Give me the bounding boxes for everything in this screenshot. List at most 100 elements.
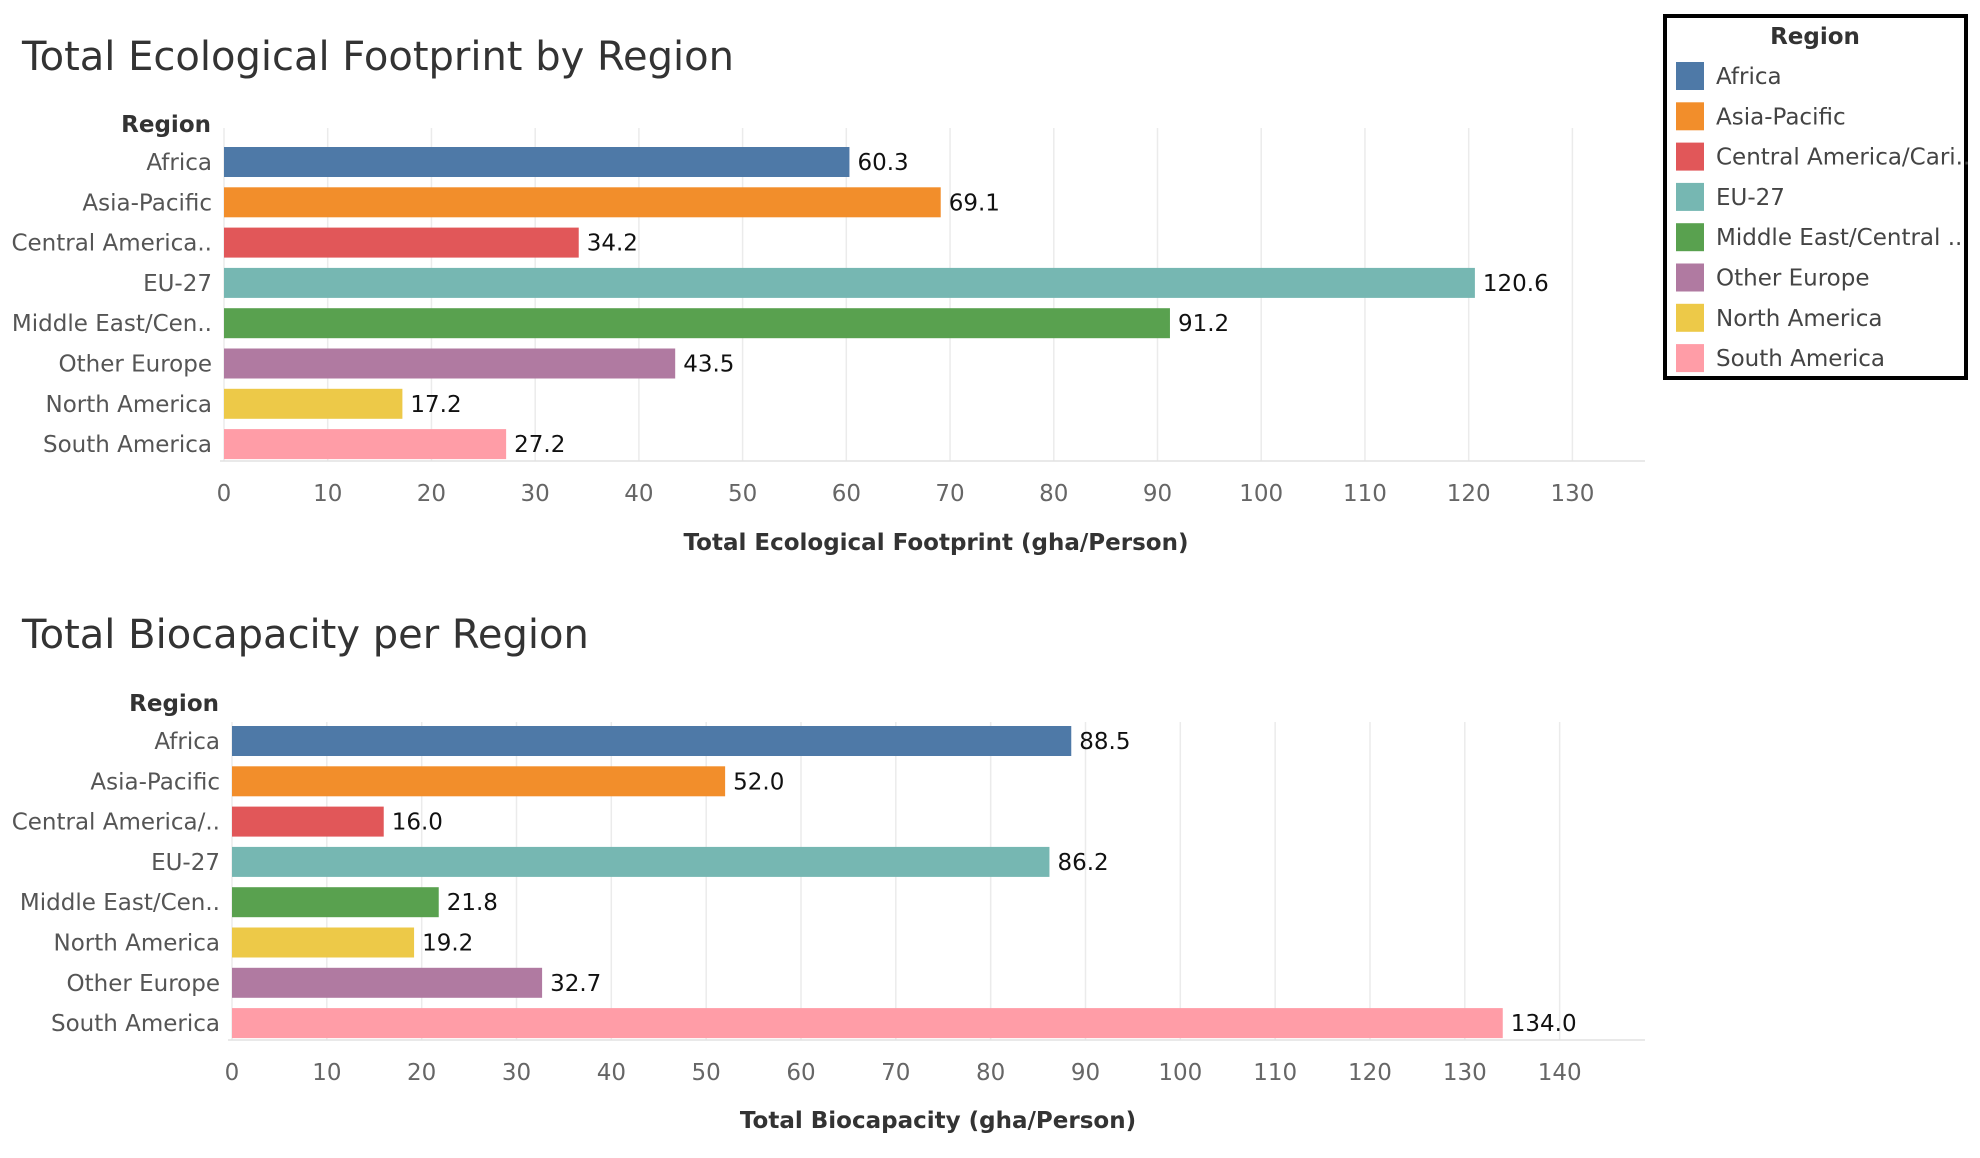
- footprint-value-label: 60.3: [857, 150, 908, 176]
- x-tick-label: 60: [832, 481, 861, 507]
- biocapacity-grid: [228, 722, 1645, 1041]
- legend-label: South America: [1716, 346, 1885, 372]
- x-tick-label: 130: [1443, 1060, 1487, 1086]
- biocapacity-bar-central-america: [232, 806, 384, 837]
- legend-title: Region: [1770, 24, 1860, 50]
- footprint-x-axis-title: Total Ecological Footprint (gha/Person): [684, 530, 1189, 556]
- biocapacity-value-label: 16.0: [392, 810, 443, 836]
- x-tick-label: 10: [313, 481, 342, 507]
- biocapacity-bar-other-europe: [232, 967, 543, 998]
- biocapacity-x-axis-title: Total Biocapacity (gha/Person): [740, 1108, 1136, 1134]
- x-tick-label: 10: [312, 1060, 341, 1086]
- x-tick-label: 50: [728, 481, 757, 507]
- footprint-bar-south-america: [224, 429, 507, 460]
- legend-items: Africa Asia-Pacific Central America/Cari..…: [1676, 62, 1970, 373]
- footprint-value-label: 43.5: [683, 352, 734, 378]
- biocapacity-chart: Total Biocapacity per Region Region Afri…: [12, 612, 1645, 1134]
- region-legend: Region Africa Asia-Pacific Central America…: [1663, 14, 1970, 380]
- biocapacity-bar-north-america: [232, 927, 415, 958]
- legend-label: EU-27: [1716, 185, 1785, 211]
- x-tick-label: 130: [1550, 481, 1594, 507]
- biocapacity-category-label: Other Europe: [67, 971, 221, 997]
- legend-swatch-central-america-cari: [1676, 142, 1704, 171]
- legend-swatch-north-america: [1676, 303, 1704, 332]
- legend-label: Africa: [1716, 64, 1782, 90]
- footprint-value-label: 34.2: [587, 231, 638, 257]
- footprint-bar-eu-27: [224, 267, 1475, 298]
- x-tick-label: 40: [624, 481, 653, 507]
- x-tick-label: 90: [1071, 1060, 1100, 1086]
- biocapacity-category-label: Middle East/Cen..: [20, 890, 220, 916]
- biocapacity-bar-south-america: [232, 1008, 1503, 1039]
- biocapacity-category-label: EU-27: [151, 850, 220, 876]
- x-tick-label: 90: [1143, 481, 1172, 507]
- biocapacity-bar-asia-pacific: [232, 766, 726, 797]
- footprint-category-label: Middle East/Cen..: [12, 311, 212, 337]
- footprint-x-axis: 0 10 20 30 40 50 60 70 80 90 100 110 120 130: [217, 481, 1595, 507]
- biocapacity-value-label: 52.0: [733, 769, 784, 795]
- biocapacity-category-label: South America: [51, 1011, 220, 1037]
- footprint-bar-central-america: [224, 227, 579, 258]
- biocapacity-bar-africa: [232, 726, 1072, 756]
- biocapacity-bars: Africa 88.5 Asia-Pacific 52.0 Central Americ…: [12, 726, 1577, 1039]
- footprint-chart: Total Ecological Footprint by Region Reg…: [11, 34, 1645, 556]
- footprint-category-label: Other Europe: [59, 352, 213, 378]
- biocapacity-category-label: North America: [53, 931, 220, 957]
- biocapacity-bar-middle-east-cen: [232, 887, 439, 918]
- legend-swatch-africa: [1676, 62, 1704, 90]
- biocapacity-value-label: 134.0: [1511, 1011, 1577, 1037]
- footprint-value-label: 69.1: [949, 190, 1000, 216]
- x-tick-label: 100: [1158, 1060, 1202, 1086]
- x-tick-label: 70: [881, 1060, 910, 1086]
- biocapacity-row-header: Region: [129, 691, 219, 717]
- x-tick-label: 110: [1253, 1060, 1297, 1086]
- footprint-category-label: Africa: [146, 150, 212, 176]
- legend-label: North America: [1716, 306, 1883, 332]
- x-tick-label: 20: [417, 481, 446, 507]
- footprint-value-label: 17.2: [410, 392, 461, 418]
- legend-swatch-eu-27: [1676, 182, 1704, 211]
- biocapacity-category-label: Central America/..: [12, 810, 220, 836]
- legend-swatch-other-europe: [1676, 263, 1704, 292]
- x-tick-label: 120: [1348, 1060, 1392, 1086]
- legend-frame: [1663, 14, 1968, 380]
- biocapacity-category-label: Africa: [154, 729, 220, 755]
- biocapacity-value-label: 21.8: [447, 890, 498, 916]
- footprint-bar-asia-pacific: [224, 187, 941, 218]
- x-tick-label: 30: [502, 1060, 531, 1086]
- biocapacity-value-label: 86.2: [1057, 850, 1108, 876]
- biocapacity-x-axis: 0 10 20 30 40 50 60 70 80 90 100 110 120 130 140: [225, 1060, 1582, 1086]
- footprint-value-label: 120.6: [1483, 271, 1549, 297]
- x-tick-label: 100: [1239, 481, 1283, 507]
- footprint-category-label: South America: [43, 432, 212, 458]
- x-tick-label: 110: [1343, 481, 1387, 507]
- x-tick-label: 40: [597, 1060, 626, 1086]
- legend-label: Central America/Cari..: [1716, 145, 1970, 171]
- x-tick-label: 80: [1039, 481, 1068, 507]
- footprint-bars: Africa 60.3 Asia-Pacific 69.1 Central Americ…: [11, 147, 1549, 460]
- x-tick-label: 70: [935, 481, 964, 507]
- legend-label: Asia-Pacific: [1716, 104, 1846, 130]
- biocapacity-value-label: 19.2: [422, 931, 473, 957]
- footprint-value-label: 27.2: [514, 432, 565, 458]
- x-tick-label: 0: [225, 1060, 240, 1086]
- footprint-bar-other-europe: [224, 348, 676, 379]
- footprint-category-label: EU-27: [143, 271, 212, 297]
- legend-swatch-south-america: [1676, 344, 1704, 373]
- legend-label: Middle East/Central ..: [1716, 225, 1962, 251]
- x-tick-label: 0: [217, 481, 232, 507]
- x-tick-label: 20: [407, 1060, 436, 1086]
- biocapacity-value-label: 32.7: [550, 971, 601, 997]
- footprint-row-header: Region: [121, 112, 211, 138]
- biocapacity-category-label: Asia-Pacific: [90, 769, 220, 795]
- x-tick-label: 120: [1447, 481, 1491, 507]
- x-tick-label: 30: [521, 481, 550, 507]
- x-tick-label: 140: [1538, 1060, 1582, 1086]
- footprint-category-label: Central America..: [11, 231, 212, 257]
- footprint-bar-north-america: [224, 388, 403, 419]
- biocapacity-chart-title: Total Biocapacity per Region: [21, 612, 589, 658]
- biocapacity-value-label: 88.5: [1079, 729, 1130, 755]
- footprint-value-label: 91.2: [1178, 311, 1229, 337]
- legend-swatch-asia-pacific: [1676, 102, 1704, 131]
